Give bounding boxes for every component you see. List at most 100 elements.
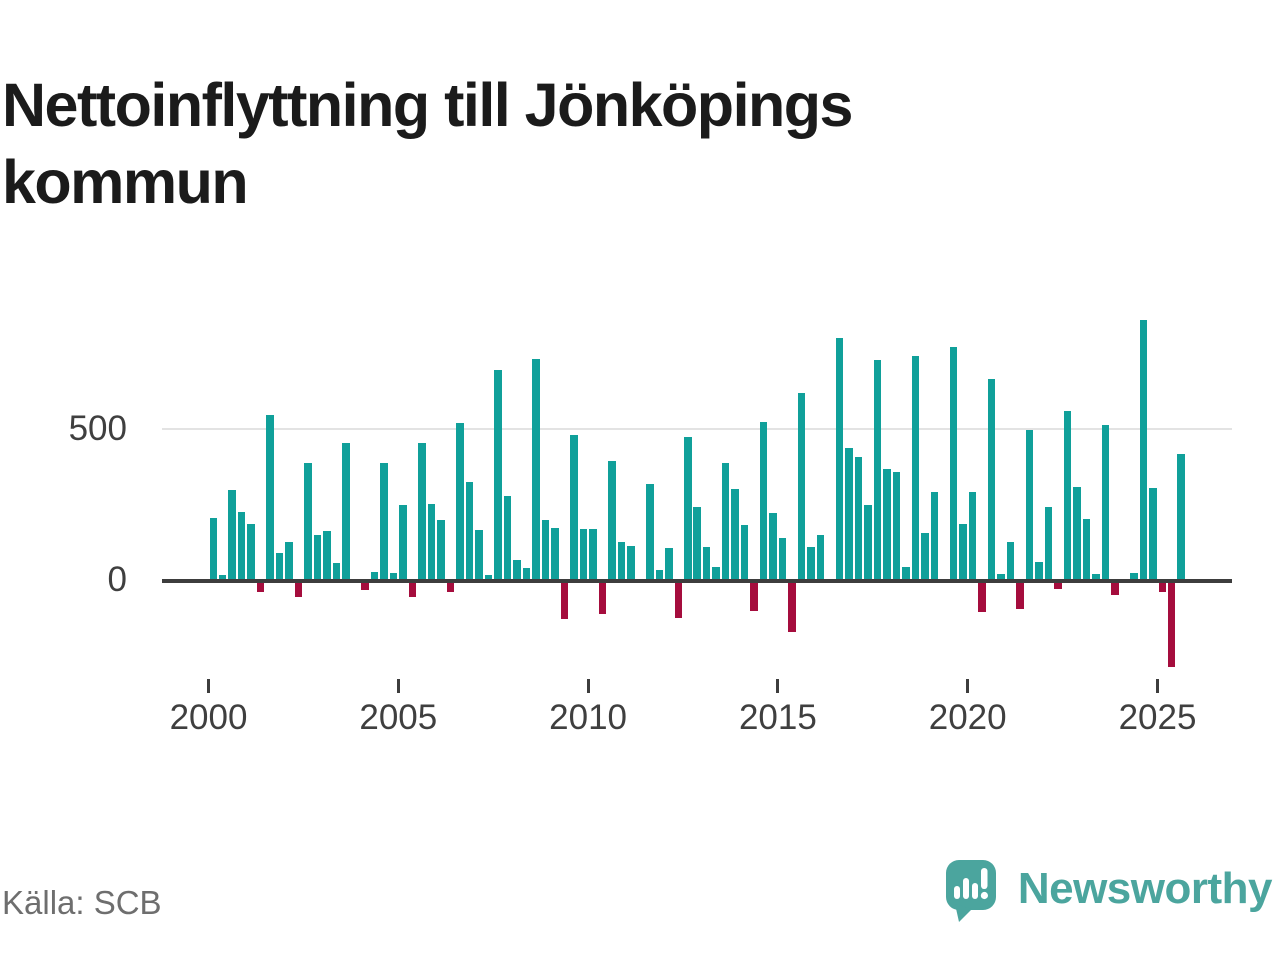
bar-2003-q3 <box>342 442 350 581</box>
bar-2005-q3 <box>418 442 426 581</box>
bar-2004-q3 <box>380 462 388 581</box>
bar-2002-q4 <box>313 534 322 581</box>
bar-2018-q3 <box>911 356 920 581</box>
bar-2000-q2 <box>218 575 227 581</box>
bar-2017-q3 <box>873 360 882 581</box>
bar-2016-q4 <box>845 448 853 581</box>
brand-footer: Newsworthy <box>944 858 1273 924</box>
x-axis-label-2020: 2020 <box>928 698 1007 737</box>
x-tick-2015 <box>776 679 780 693</box>
bar-2004-q4 <box>389 573 398 581</box>
bar-2007-q1 <box>475 529 483 581</box>
bar-2003-q1 <box>323 531 331 581</box>
bar-2015-q1 <box>778 538 787 581</box>
bar-2004-q2 <box>370 572 379 581</box>
bar-2005-q2 <box>408 583 417 598</box>
bar-2024-q4 <box>1149 488 1157 581</box>
bar-2017-q2 <box>864 505 872 581</box>
bar-2009-q1 <box>551 528 559 581</box>
bar-2008-q2 <box>522 568 531 581</box>
bar-2008-q1 <box>513 560 521 581</box>
bar-2008-q3 <box>532 359 540 581</box>
bar-2014-q2 <box>750 583 758 612</box>
x-axis-label-2025: 2025 <box>1118 698 1197 737</box>
bar-2007-q4 <box>503 495 512 581</box>
bar-2019-q4 <box>959 523 967 581</box>
x-tick-2010 <box>586 679 590 693</box>
bar-2017-q1 <box>854 457 863 581</box>
x-axis-label-2000: 2000 <box>169 698 248 737</box>
bar-2009-q3 <box>570 435 578 581</box>
bar-2025-q3 <box>1177 454 1185 581</box>
bar-2000-q4 <box>237 511 246 581</box>
bar-2009-q2 <box>560 583 569 620</box>
bar-2001-q4 <box>275 552 284 581</box>
y-axis-label-500: 500 <box>68 409 127 448</box>
source-note: Källa: SCB <box>2 884 162 921</box>
bar-2014-q3 <box>759 422 768 581</box>
bar-2021-q3 <box>1025 430 1034 581</box>
bar-2017-q4 <box>883 469 891 581</box>
bar-2016-q1 <box>816 535 825 581</box>
x-tick-2000 <box>207 679 210 693</box>
bar-2011-q1 <box>627 546 635 581</box>
bar-2012-q3 <box>684 436 692 581</box>
bar-2009-q4 <box>579 529 588 581</box>
bar-2013-q3 <box>721 463 730 581</box>
bar-2011-q3 <box>646 484 654 581</box>
bar-2018-q1 <box>892 471 901 581</box>
x-axis-line <box>162 579 1232 583</box>
bar-2001-q3 <box>266 414 274 581</box>
bar-2007-q3 <box>494 369 502 581</box>
bar-2022-q2 <box>1054 583 1062 590</box>
bar-2008-q4 <box>541 520 550 581</box>
bar-2012-q2 <box>674 583 682 618</box>
brand-name: Newsworthy <box>1017 864 1273 913</box>
bar-2020-q2 <box>978 583 986 613</box>
bar-2023-q1 <box>1082 518 1091 581</box>
bar-2019-q3 <box>949 347 958 581</box>
x-tick-2020 <box>966 679 970 693</box>
x-tick-2025 <box>1156 679 1159 693</box>
bar-2007-q2 <box>484 575 493 581</box>
bar-2006-q1 <box>437 520 445 581</box>
bar-2023-q3 <box>1101 424 1110 581</box>
bar-2013-q4 <box>731 489 739 581</box>
x-axis-label-2005: 2005 <box>359 698 438 737</box>
bar-2004-q1 <box>361 583 369 591</box>
bar-2006-q4 <box>465 481 474 581</box>
bar-2000-q1 <box>209 518 217 581</box>
bar-2010-q4 <box>617 541 626 581</box>
bar-2014-q4 <box>769 513 777 581</box>
bar-2022-q1 <box>1044 506 1053 581</box>
bar-2015-q4 <box>807 547 815 581</box>
bar-2001-q2 <box>256 583 265 593</box>
bar-2025-q2 <box>1167 583 1176 667</box>
bar-2010-q2 <box>598 583 607 614</box>
bar-2006-q2 <box>446 583 455 592</box>
bar-2018-q2 <box>902 566 910 581</box>
bar-2021-q1 <box>1006 542 1015 581</box>
bar-2025-q1 <box>1158 583 1166 592</box>
chart-title: Nettoinflyttning till Jönköpings kommun <box>2 70 853 217</box>
bar-2024-q2 <box>1130 572 1138 581</box>
bar-2016-q3 <box>835 338 844 581</box>
bar-2020-q1 <box>968 492 977 581</box>
bar-2019-q1 <box>930 491 939 581</box>
gridline-500 <box>162 428 1232 430</box>
bar-2011-q4 <box>655 570 664 581</box>
bar-2002-q2 <box>294 583 303 598</box>
bar-2002-q1 <box>285 542 293 581</box>
bar-2020-q4 <box>997 573 1005 581</box>
bar-2000-q3 <box>228 489 236 581</box>
bar-2014-q1 <box>740 525 749 581</box>
newsworthy-logo-icon <box>945 860 996 922</box>
bar-2020-q3 <box>987 379 996 581</box>
bar-2010-q1 <box>589 529 597 581</box>
bar-2010-q3 <box>608 461 616 581</box>
bar-2005-q4 <box>427 503 436 581</box>
bar-2013-q1 <box>702 546 711 581</box>
bar-2012-q1 <box>665 547 673 581</box>
bar-2013-q2 <box>712 567 720 581</box>
bar-2001-q1 <box>247 524 255 581</box>
